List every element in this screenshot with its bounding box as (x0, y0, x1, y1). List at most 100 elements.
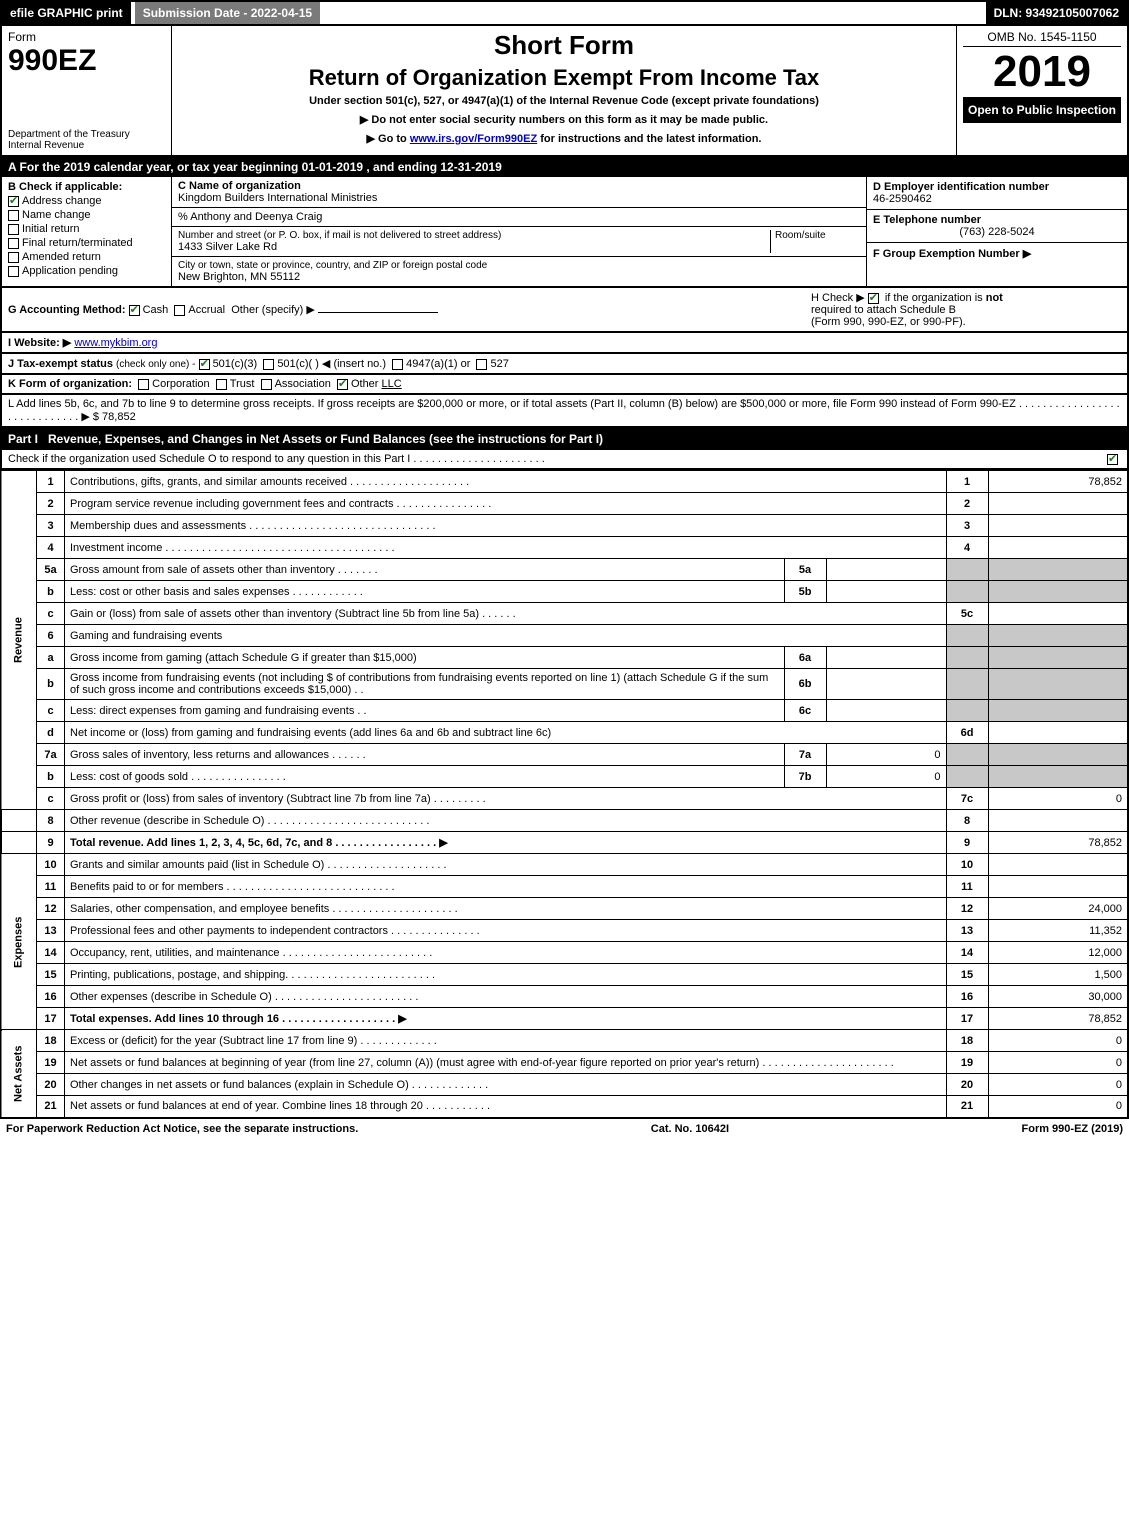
checkbox-icon[interactable] (8, 210, 19, 221)
box-j: J Tax-exempt status (check only one) - 5… (0, 354, 1129, 375)
line-3: 3Membership dues and assessments . . . .… (1, 515, 1128, 537)
ssn-warning: ▶ Do not enter social security numbers o… (178, 113, 950, 126)
omb-number: OMB No. 1545-1150 (963, 30, 1121, 47)
other-org-value: LLC (382, 378, 402, 390)
checkbox-icon[interactable] (337, 379, 348, 390)
line-12: 12Salaries, other compensation, and empl… (1, 898, 1128, 920)
goto-prefix: ▶ Go to (367, 133, 410, 145)
right-info-col: D Employer identification number 46-2590… (867, 177, 1127, 286)
line-17: 17Total expenses. Add lines 10 through 1… (1, 1008, 1128, 1030)
phone-value: (763) 228-5024 (873, 226, 1121, 238)
dept-line2: Internal Revenue (8, 140, 165, 151)
revenue-side-label: Revenue (1, 471, 37, 810)
lines-table: Revenue 1 Contributions, gifts, grants, … (0, 470, 1129, 1119)
checkbox-icon[interactable] (1107, 454, 1118, 465)
checkbox-icon[interactable] (174, 305, 185, 316)
short-form-title: Short Form (178, 30, 950, 61)
line-13: 13Professional fees and other payments t… (1, 920, 1128, 942)
footer-mid: Cat. No. 10642I (651, 1123, 729, 1135)
street-value: 1433 Silver Lake Rd (178, 241, 770, 253)
box-g: G Accounting Method: Cash Accrual Other … (8, 303, 438, 316)
line-8: 8Other revenue (describe in Schedule O) … (1, 810, 1128, 832)
line-6b: bGross income from fundraising events (n… (1, 669, 1128, 700)
checkbox-icon[interactable] (216, 379, 227, 390)
line-5c: cGain or (loss) from sale of assets othe… (1, 603, 1128, 625)
line-6a: aGross income from gaming (attach Schedu… (1, 647, 1128, 669)
box-c: C Name of organization Kingdom Builders … (172, 177, 867, 286)
check-name-change[interactable]: Name change (8, 209, 165, 221)
checkbox-icon[interactable] (261, 379, 272, 390)
line-7a: 7aGross sales of inventory, less returns… (1, 744, 1128, 766)
city-value: New Brighton, MN 55112 (178, 271, 860, 283)
line-21: 21Net assets or fund balances at end of … (1, 1096, 1128, 1118)
checkbox-icon[interactable] (129, 305, 140, 316)
form-header: Form 990EZ Department of the Treasury In… (0, 26, 1129, 157)
page-footer: For Paperwork Reduction Act Notice, see … (0, 1119, 1129, 1139)
footer-left: For Paperwork Reduction Act Notice, see … (6, 1123, 358, 1135)
checkbox-icon[interactable] (8, 266, 19, 277)
checkbox-icon[interactable] (392, 359, 403, 370)
line-6d: dNet income or (loss) from gaming and fu… (1, 722, 1128, 744)
line-5b: bLess: cost or other basis and sales exp… (1, 581, 1128, 603)
return-title: Return of Organization Exempt From Incom… (178, 65, 950, 91)
dept-line1: Department of the Treasury (8, 129, 165, 140)
checkbox-icon[interactable] (8, 196, 19, 207)
checkbox-icon[interactable] (199, 359, 210, 370)
submission-date: Submission Date - 2022-04-15 (135, 2, 320, 24)
open-to-public: Open to Public Inspection (963, 97, 1121, 123)
irs-link[interactable]: www.irs.gov/Form990EZ (410, 133, 537, 145)
checkbox-icon[interactable] (263, 359, 274, 370)
line-6: 6Gaming and fundraising events (1, 625, 1128, 647)
footer-right: Form 990-EZ (2019) (1022, 1123, 1123, 1135)
goto-suffix: for instructions and the latest informat… (540, 133, 761, 145)
form-code: 990EZ (8, 44, 165, 78)
box-b: B Check if applicable: Address change Na… (2, 177, 172, 286)
efile-label[interactable]: efile GRAPHIC print (2, 2, 131, 24)
website-link[interactable]: www.mykbim.org (74, 337, 157, 349)
check-initial-return[interactable]: Initial return (8, 223, 165, 235)
under-section: Under section 501(c), 527, or 4947(a)(1)… (178, 95, 950, 107)
ein-label: D Employer identification number (873, 181, 1121, 193)
room-suite-label: Room/suite (770, 230, 860, 253)
line-14: 14Occupancy, rent, utilities, and mainte… (1, 942, 1128, 964)
line-19: 19Net assets or fund balances at beginni… (1, 1052, 1128, 1074)
check-address-change[interactable]: Address change (8, 195, 165, 207)
top-bar: efile GRAPHIC print Submission Date - 20… (0, 0, 1129, 26)
dln-label: DLN: 93492105007062 (986, 2, 1127, 24)
line-20: 20Other changes in net assets or fund ba… (1, 1074, 1128, 1096)
check-final-return[interactable]: Final return/terminated (8, 237, 165, 249)
box-l: L Add lines 5b, 6c, and 7b to line 9 to … (0, 395, 1129, 428)
tax-year: 2019 (963, 47, 1121, 97)
line-2: 2Program service revenue including gover… (1, 493, 1128, 515)
check-application-pending[interactable]: Application pending (8, 265, 165, 277)
box-h: H Check ▶ if the organization is not req… (811, 291, 1121, 328)
line-9: 9Total revenue. Add lines 1, 2, 3, 4, 5c… (1, 832, 1128, 854)
ein-value: 46-2590462 (873, 193, 1121, 205)
line-16: 16Other expenses (describe in Schedule O… (1, 986, 1128, 1008)
checkbox-icon[interactable] (476, 359, 487, 370)
line-1: Revenue 1 Contributions, gifts, grants, … (1, 471, 1128, 493)
part1-header: Part I Revenue, Expenses, and Changes in… (0, 428, 1129, 450)
tax-period: A For the 2019 calendar year, or tax yea… (0, 157, 1129, 177)
line-6c: cLess: direct expenses from gaming and f… (1, 700, 1128, 722)
line-15: 15Printing, publications, postage, and s… (1, 964, 1128, 986)
line-10: Expenses 10Grants and similar amounts pa… (1, 854, 1128, 876)
checkbox-icon[interactable] (138, 379, 149, 390)
box-i: I Website: ▶ www.mykbim.org (0, 333, 1129, 354)
street-label: Number and street (or P. O. box, if mail… (178, 230, 770, 241)
org-info-grid: B Check if applicable: Address change Na… (0, 177, 1129, 288)
city-label: City or town, state or province, country… (178, 260, 860, 271)
line-5a: 5aGross amount from sale of assets other… (1, 559, 1128, 581)
netassets-side-label: Net Assets (1, 1030, 37, 1118)
group-exemption-label: F Group Exemption Number ▶ (873, 247, 1121, 260)
box-c-label: C Name of organization (178, 180, 860, 192)
line-18: Net Assets 18Excess or (deficit) for the… (1, 1030, 1128, 1052)
part1-label: Part I (8, 432, 38, 446)
checkbox-icon[interactable] (8, 252, 19, 263)
checkbox-icon[interactable] (8, 238, 19, 249)
check-amended[interactable]: Amended return (8, 251, 165, 263)
box-k: K Form of organization: Corporation Trus… (0, 375, 1129, 395)
checkbox-icon[interactable] (868, 293, 879, 304)
part1-title: Revenue, Expenses, and Changes in Net As… (48, 432, 603, 446)
checkbox-icon[interactable] (8, 224, 19, 235)
